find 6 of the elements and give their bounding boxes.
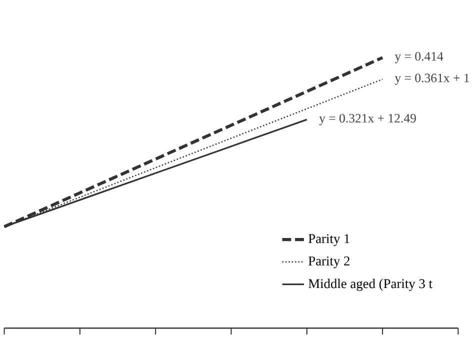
annotation: y = 0.361x + 1 <box>394 73 469 85</box>
legend-label: Middle aged (Parity 3 t <box>308 278 432 291</box>
annotation: y = 0.321x + 12.49 <box>319 114 416 126</box>
legend-label: Parity 1 <box>308 234 350 246</box>
legend-label: Parity 2 <box>308 256 350 268</box>
annotation: y = 0.414 <box>394 52 444 64</box>
